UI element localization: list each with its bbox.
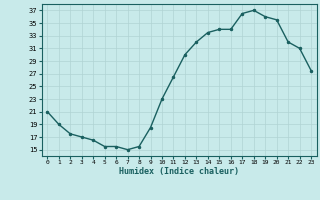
X-axis label: Humidex (Indice chaleur): Humidex (Indice chaleur) [119,167,239,176]
